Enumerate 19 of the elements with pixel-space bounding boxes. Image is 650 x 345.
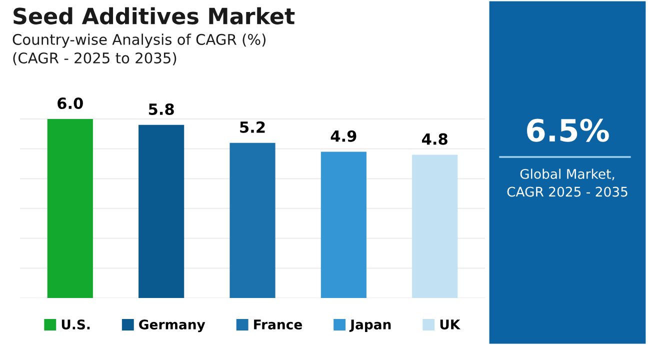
data-label: 5.8 bbox=[148, 103, 174, 116]
chart-subtitle: Country-wise Analysis of CAGR (%) (CAGR - 2025 to 2035) bbox=[12, 34, 266, 66]
data-label: 4.8 bbox=[422, 133, 448, 145]
x-tick-label: U.S. bbox=[62, 320, 90, 330]
text: Global Market, CAGR 2025 - 2035 bbox=[507, 168, 628, 197]
data-label: 4.9 bbox=[330, 130, 356, 142]
bar bbox=[320, 152, 366, 298]
data-label: 5.2 bbox=[240, 121, 265, 133]
text: 6.5% bbox=[527, 118, 609, 142]
x-tick-label: UK bbox=[440, 320, 461, 330]
data-label: 6.0 bbox=[58, 97, 83, 110]
chart-title: Seed Additives Market bbox=[14, 7, 295, 24]
x-tick-label: Germany bbox=[139, 320, 206, 332]
bar bbox=[230, 142, 276, 298]
bar bbox=[47, 118, 93, 298]
x-tick-label: Japan bbox=[349, 320, 391, 332]
x-tick-label: France bbox=[254, 320, 302, 330]
bar bbox=[412, 154, 458, 298]
bar bbox=[138, 124, 184, 298]
